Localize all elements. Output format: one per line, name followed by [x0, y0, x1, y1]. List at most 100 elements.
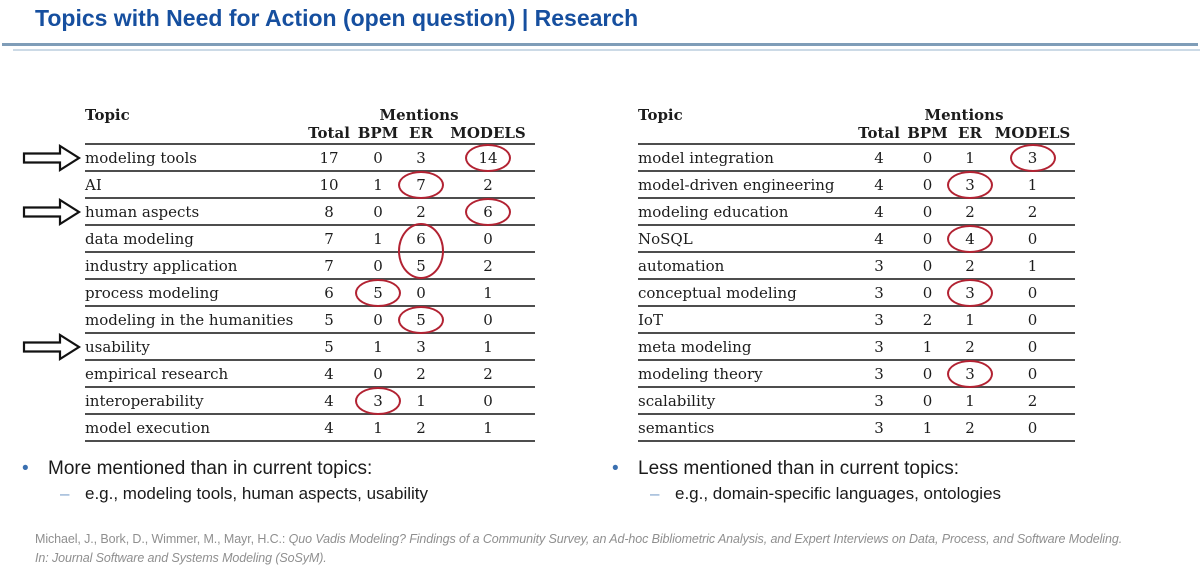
- bullet-more-mentioned: • More mentioned than in current topics:…: [22, 458, 428, 504]
- arrow-icon: [22, 332, 82, 362]
- er-cell: 4: [947, 224, 993, 253]
- bpm-cell: 3: [355, 386, 401, 415]
- topic-cell: meta modeling: [638, 333, 853, 361]
- total-cell: 6: [303, 279, 355, 307]
- topic-cell: modeling theory: [638, 360, 853, 388]
- bpm-cell: 0: [905, 252, 950, 280]
- total-cell: 3: [853, 387, 905, 415]
- table-row: process modeling 6 5 0 1: [85, 278, 536, 307]
- table-row: empirical research 4 0 2 2: [85, 360, 536, 388]
- bullet-main-text: More mentioned than in current topics:: [48, 458, 373, 479]
- column-header-total: Total: [303, 124, 355, 145]
- mentions-column-header: Mentions: [379, 106, 459, 124]
- table-header: Topic Mentions Total BPM ER MODELS: [85, 103, 536, 145]
- topic-cell: usability: [22, 332, 303, 361]
- bpm-cell: 0: [905, 279, 950, 307]
- er-cell: 2: [950, 333, 990, 361]
- er-cell: 2: [950, 198, 990, 226]
- bpm-cell: 5: [355, 278, 401, 307]
- bullet-dot-icon: •: [612, 458, 619, 479]
- total-cell: 3: [853, 333, 905, 361]
- total-cell: 7: [303, 252, 355, 280]
- er-cell: 0: [401, 279, 441, 307]
- table-row: model integration 4 0 1 3: [638, 143, 1076, 172]
- topic-cell: empirical research: [85, 360, 303, 388]
- bpm-cell: 0: [355, 144, 401, 172]
- models-cell: 0: [441, 387, 536, 415]
- topic-cell: IoT: [638, 306, 853, 334]
- mentions-table-right: Topic Mentions Total BPM ER MODELS model integ…: [638, 103, 1076, 442]
- column-header-er: ER: [950, 124, 990, 145]
- topic-cell: modeling tools: [22, 143, 303, 172]
- er-cell: 6: [398, 223, 444, 279]
- total-cell: 3: [853, 306, 905, 334]
- table-row: interoperability 4 3 1 0: [85, 386, 536, 415]
- models-cell: 2: [990, 198, 1076, 226]
- header-row-group: Topic Mentions: [638, 103, 1075, 124]
- topic-cell: modeling in the humanities: [85, 306, 303, 334]
- er-cell: 2: [401, 414, 441, 442]
- er-cell: 1: [950, 387, 990, 415]
- models-cell: 0: [990, 225, 1076, 253]
- bpm-cell: 0: [905, 360, 950, 388]
- topic-cell: industry application: [85, 252, 303, 280]
- bullet-less-mentioned: • Less mentioned than in current topics:…: [612, 458, 1001, 504]
- models-cell: 0: [990, 414, 1076, 442]
- models-cell: 14: [441, 143, 536, 172]
- models-cell: 2: [441, 171, 536, 199]
- table-row: modeling theory 3 0 3 0: [638, 359, 1076, 388]
- bpm-cell: 2: [905, 306, 950, 334]
- highlight-circle: [465, 197, 512, 226]
- bpm-cell: 0: [355, 360, 401, 388]
- er-cell: 3: [947, 359, 993, 388]
- table-row: model execution 4 1 2 1: [85, 414, 536, 442]
- total-cell: 4: [303, 387, 355, 415]
- er-cell: 3: [401, 333, 441, 361]
- highlight-circle: [398, 305, 444, 334]
- models-cell: 6: [441, 197, 536, 226]
- table-row: NoSQL 4 0 4 0: [638, 224, 1076, 253]
- table-row: automation 3 0 2 1: [638, 252, 1076, 280]
- mentions-column-header: Mentions: [924, 106, 1004, 124]
- topic-cell: model integration: [638, 144, 853, 172]
- topic-cell: conceptual modeling: [638, 279, 853, 307]
- table-header: Topic Mentions Total BPM ER MODELS: [638, 103, 1076, 145]
- er-cell: 2: [950, 252, 990, 280]
- er-cell: 7: [398, 170, 444, 199]
- topic-cell: NoSQL: [638, 225, 853, 253]
- er-cell: 3: [947, 170, 993, 199]
- bullet-sub-text: e.g., domain-specific languages, ontolog…: [675, 484, 1002, 503]
- table-row: IoT 3 2 1 0: [638, 306, 1076, 334]
- total-cell: 3: [853, 360, 905, 388]
- topic-cell: data modeling: [85, 225, 303, 253]
- header-row-cols: Total BPM ER MODELS: [85, 124, 536, 145]
- bpm-cell: 0: [905, 171, 950, 199]
- models-cell: 0: [990, 306, 1076, 334]
- total-cell: 7: [303, 225, 355, 253]
- bullet-main: • Less mentioned than in current topics:: [612, 458, 1001, 480]
- topic-cell: AI: [85, 171, 303, 199]
- models-cell: 1: [990, 171, 1076, 199]
- total-cell: 3: [853, 252, 905, 280]
- citation: Michael, J., Bork, D., Wimmer, M., Mayr,…: [35, 530, 1122, 568]
- table-row: industry application 7 0 5 2: [85, 252, 536, 280]
- topic-header-spacer: [85, 124, 303, 145]
- table-row: data modeling 7 1 6 0: [85, 223, 536, 279]
- bpm-cell: 1: [355, 333, 401, 361]
- total-cell: 4: [303, 360, 355, 388]
- models-cell: 1: [441, 279, 536, 307]
- header-row-group: Topic Mentions: [85, 103, 535, 124]
- column-header-bpm: BPM: [355, 124, 401, 145]
- bpm-cell: 1: [905, 333, 950, 361]
- bpm-cell: 1: [905, 414, 950, 442]
- topic-header-spacer: [638, 124, 853, 145]
- highlight-circle: [947, 170, 993, 199]
- bpm-cell: 0: [355, 198, 401, 226]
- highlight-circle: [947, 224, 993, 253]
- er-cell: 2: [401, 198, 441, 226]
- topic-cell: semantics: [638, 414, 853, 442]
- models-cell: 1: [441, 333, 536, 361]
- table-row: model-driven engineering 4 0 3 1: [638, 170, 1076, 199]
- models-cell: 0: [990, 333, 1076, 361]
